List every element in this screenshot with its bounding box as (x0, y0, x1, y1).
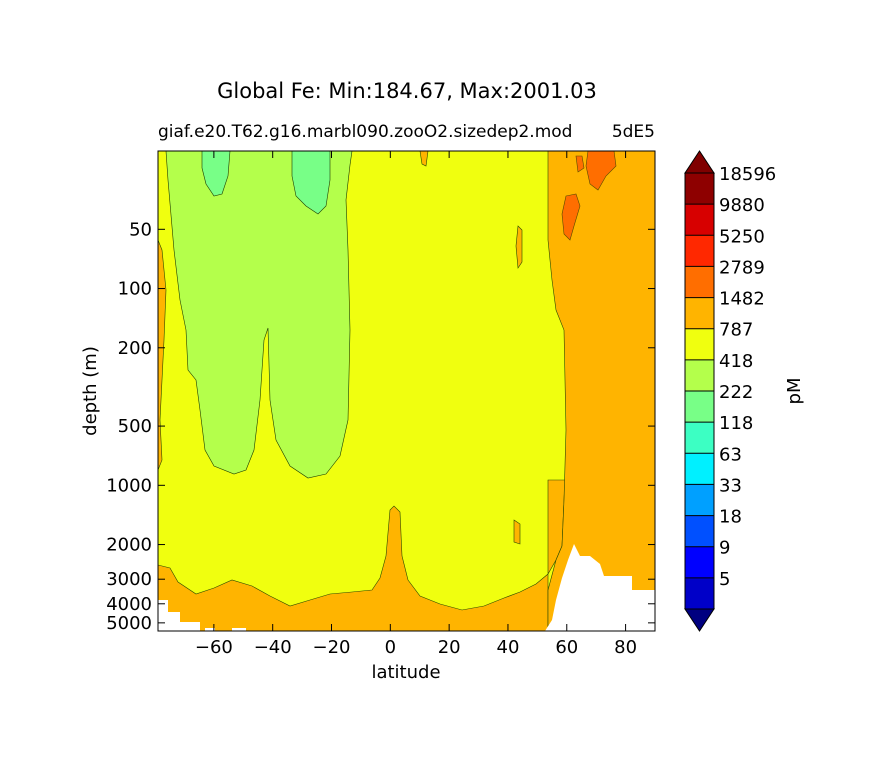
y-axis-label: depth (m) (80, 346, 101, 436)
field-arctic-surface-3 (575, 155, 585, 173)
y-tick-label: 1000 (106, 475, 152, 496)
colorbar-tick-label: 5250 (719, 226, 765, 247)
plot-frame (157, 150, 656, 632)
y-tick-label: 5000 (106, 613, 152, 634)
y-tick-label: 2000 (106, 535, 152, 556)
x-axis-label: latitude (371, 662, 440, 683)
colorbar-tick-label: 222 (719, 382, 753, 403)
colorbar-segment (685, 515, 714, 547)
field-equatorial-patch (513, 519, 521, 545)
colorbar-tick-label: 9 (719, 538, 730, 559)
x-tick-label: 40 (497, 637, 520, 658)
colorbar-tick-label: 63 (719, 444, 742, 465)
colorbar-segment (685, 422, 714, 454)
y-tick-label: 50 (129, 219, 152, 240)
field-equatorial-patch-3 (419, 151, 429, 167)
field-upper-core-2 (291, 151, 331, 215)
colorbar-segment (685, 484, 714, 516)
field-southern-shelf-patch (158, 239, 167, 471)
colorbar-segment (685, 577, 714, 609)
colorbar-extend-min (684, 608, 715, 632)
colorbar-extend-max (684, 150, 715, 174)
field-no-data-antarctic-2 (205, 628, 246, 631)
chart-subtitle-left: giaf.e20.T62.g16.marbl090.zooO2.sizedep2… (158, 122, 572, 142)
y-tick-label: 500 (118, 416, 152, 437)
x-tick-label: 0 (385, 637, 396, 658)
colorbar-label: pM (784, 378, 805, 405)
y-tick-label: 200 (118, 338, 152, 359)
colorbar-tick-label: 1482 (719, 289, 765, 310)
colorbar: 5 9 18 33 63 118 222 418 787 1482 2789 5250 9880 1859… (684, 150, 776, 632)
y-tick-label: 100 (118, 279, 152, 300)
field-equatorial-patch-2 (515, 225, 523, 269)
field-no-data-arctic (545, 544, 655, 631)
x-tick-label: 20 (438, 637, 461, 658)
field-no-data-antarctic (158, 600, 200, 631)
colorbar-segment (685, 297, 714, 329)
colorbar-tick-label: 2789 (719, 257, 765, 278)
colorbar-tick-label: 787 (719, 320, 753, 341)
y-tick-label: 3000 (106, 569, 152, 590)
colorbar-tick-label: 118 (719, 413, 753, 434)
colorbar-segment (685, 359, 714, 391)
field-arctic-surface-1 (585, 151, 617, 191)
field-southern-ocean-water (165, 151, 353, 479)
colorbar-tick-label: 33 (719, 475, 742, 496)
colorbar-segment (685, 235, 714, 267)
colorbar-tick-label: 418 (719, 351, 753, 372)
chart-title: Global Fe: Min:184.67, Max:2001.03 (217, 79, 597, 103)
field-upper-core-1 (201, 151, 231, 197)
field-north-region (547, 151, 655, 631)
colorbar-segment (685, 204, 714, 236)
colorbar-segment (685, 453, 714, 485)
colorbar-segment (685, 328, 714, 360)
chart-subtitle-right: 5dE5 (612, 122, 655, 142)
colorbar-tick-label: 9880 (719, 195, 765, 216)
field-arctic-surface-2 (561, 193, 581, 241)
colorbar-segment (685, 266, 714, 298)
colorbar-tick-label: 18596 (719, 164, 776, 185)
colorbar-segment (685, 391, 714, 423)
y-tick-label: 4000 (106, 594, 152, 615)
x-tick-label: −40 (254, 637, 292, 658)
x-tick-label: 60 (555, 637, 578, 658)
colorbar-segment (685, 546, 714, 578)
x-tick-label: −20 (313, 637, 351, 658)
colorbar-segment (685, 173, 714, 205)
x-axis: −60 −40 −20 0 20 40 60 80 (195, 151, 637, 658)
plot-area (158, 151, 655, 631)
x-tick-label: 80 (614, 637, 637, 658)
colorbar-tick-label: 18 (719, 507, 742, 528)
x-tick-label: −60 (195, 637, 233, 658)
colorbar-tick-label: 5 (719, 569, 730, 590)
